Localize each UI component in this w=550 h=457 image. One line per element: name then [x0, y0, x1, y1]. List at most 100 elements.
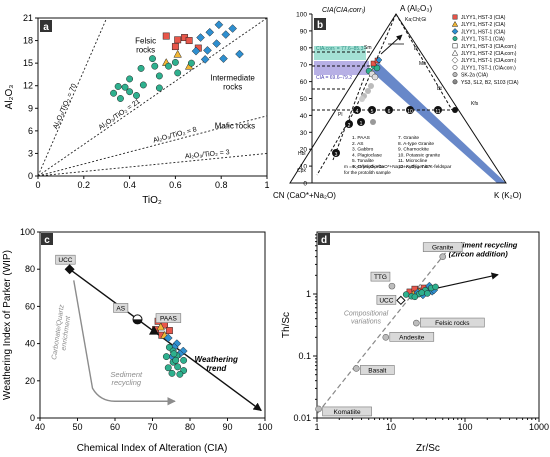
data-point-circle [168, 369, 176, 377]
mineral-label: Bt [437, 86, 442, 92]
ratio-line [37, 17, 108, 177]
reference-label-box [55, 254, 76, 265]
apex-left-label: CN (CaO*+Na₂O) [273, 191, 336, 200]
data-point-circle [126, 88, 134, 96]
trend-label-line: trend [206, 364, 227, 373]
recycling-label-line: Sediment recycling [449, 241, 518, 250]
reference-label: Granite [432, 245, 454, 252]
x-tick-label: 50 [72, 422, 82, 432]
reference-label-box [389, 332, 435, 342]
data-point-square [452, 43, 458, 49]
data-point-diamond [200, 55, 210, 64]
reference-entry: 7. Granite [398, 135, 419, 141]
data-points [402, 281, 439, 301]
panel-letter: c [44, 235, 50, 246]
mineral-label: Ill [414, 46, 418, 52]
y-tick-label: 20 [25, 376, 35, 386]
data-point-circle [137, 64, 145, 72]
data-point-circle [165, 62, 172, 70]
cia-corr-range: CIA₍corr₎ = 77.6–85.3 [316, 46, 364, 52]
x-tick-label: 80 [185, 422, 195, 432]
reference-points: UCC AS PAAS [55, 254, 182, 335]
data-point-circle [174, 69, 182, 77]
reference-entry: 2. AS [352, 141, 363, 147]
data-point-circle [155, 72, 163, 80]
data-point-square [162, 32, 170, 40]
panel-letter: d [321, 235, 327, 246]
data-point-diamond [219, 54, 228, 63]
data-point-diamond [214, 20, 224, 30]
field-label-line: Intermediate [210, 73, 255, 82]
ternary-axis-ticks: 0 10 20 30 40 50 60 70 80 90 100 [296, 12, 312, 188]
x-axis-label: Chemical Index of Alteration (CIA) [77, 443, 228, 454]
trend-label: Weathering trend [195, 355, 239, 373]
reference-label: Komatiite [334, 409, 361, 416]
y-tick-label: 9 [28, 103, 33, 113]
y-tick-label: 60 [25, 301, 35, 311]
reference-points: Granite TTG UCC Felsic rocks Andesite Basalt K… [315, 242, 485, 417]
reference-label: UCC [379, 297, 393, 304]
equation-note: for the protolith sample [344, 170, 391, 175]
ratio-line-label: Al₂O₃/TiO₂ = 3 [185, 149, 230, 160]
y-tick-label: 40 [25, 339, 35, 349]
x-tick-label: 1000 [529, 422, 549, 432]
data-point-diamond [196, 33, 205, 42]
field-label-line: Felsic [135, 37, 156, 46]
x-tick-label: 0.2 [78, 180, 91, 190]
data-point-square [165, 327, 173, 335]
reference-label: PAAS [160, 316, 178, 323]
weathering-trend-arrow [69, 268, 262, 412]
reference-marker [388, 282, 396, 290]
svg-text:6: 6 [388, 109, 391, 115]
x-tick-label: 100 [257, 422, 272, 432]
reference-entry: 3. Gabbro [352, 147, 374, 153]
reference-entry: 5. Tonalite [352, 158, 374, 164]
y-tick-label: 100 [296, 12, 307, 19]
panel-b: 0 10 20 30 40 50 60 70 80 90 100 4 5 6 10 11 3 2 1 [273, 4, 522, 200]
data-point-circle [139, 81, 147, 89]
data-point-diamond [451, 56, 459, 64]
recycling-arrow [73, 280, 176, 406]
svg-text:1: 1 [360, 121, 363, 127]
panel-a: Al₂O₃/TiO₂ = 70 Al₂O₃/TiO₂ = 21Al₂O₃/TiO₂… [4, 13, 270, 206]
cia-corr-band [314, 46, 366, 60]
y-tick-label: 15 [23, 58, 33, 68]
y-axis-label: Al₂O₃ [4, 85, 15, 110]
field-label: Felsic rocks [135, 37, 156, 55]
data-point-diamond [205, 27, 215, 37]
svg-text:3: 3 [335, 152, 338, 158]
legend-label: JLYY1, HST-2 (CIA₍corr₎) [461, 51, 517, 57]
reference-entry: 12. Authigenic K-feldspar [398, 164, 452, 170]
y-tick-label: 80 [25, 264, 35, 274]
x-tick-label: 0.4 [123, 180, 136, 190]
axis-ticks: 0 0.2 0.4 0.6 0.8 1 0 3 6 9 12 15 18 21 [23, 13, 270, 190]
x-tick-label: 40 [35, 422, 45, 432]
compositional-trend-line [317, 245, 452, 414]
panel-c: 40 50 60 70 80 90 100 0 20 40 60 80 100 Weathering tr… [2, 227, 273, 454]
reference-label: AS [116, 305, 125, 312]
svg-text:5: 5 [371, 109, 374, 115]
y-tick-label: 0 [30, 413, 35, 423]
ternary-title: CIA(CIA₍corr₎) [322, 7, 366, 14]
y-axis-label: Th/Sc [281, 312, 292, 338]
cia-range: CIA = 69.6–79.2 [316, 75, 352, 81]
panel-letter: a [43, 22, 49, 33]
x-tick-label: 60 [110, 422, 120, 432]
y-tick-label: 0.1 [298, 351, 311, 361]
data-point-square [171, 43, 179, 51]
reference-label-box [376, 295, 397, 305]
y-tick-label: 70 [300, 62, 308, 69]
x-tick-label: 0.8 [215, 180, 228, 190]
data-point-circle [174, 363, 182, 371]
x-tick-label: 0 [35, 180, 40, 190]
panel-letter: b [317, 20, 323, 31]
trend-arrows: Weathering trendCarbonate/Quartzenrichmen… [51, 268, 262, 412]
data-point-square [452, 14, 458, 20]
legend-label: SK-2a (CIA) [461, 73, 488, 79]
reference-label: Felsic rocks [435, 320, 470, 327]
reference-marker [353, 365, 360, 372]
variation-label-line: variations [351, 319, 381, 326]
legend-label: JLYY1, HST-1 (CIA₍corr₎) [461, 58, 517, 64]
y-tick-label: 0 [28, 171, 33, 181]
y-tick-label: 12 [23, 81, 33, 91]
